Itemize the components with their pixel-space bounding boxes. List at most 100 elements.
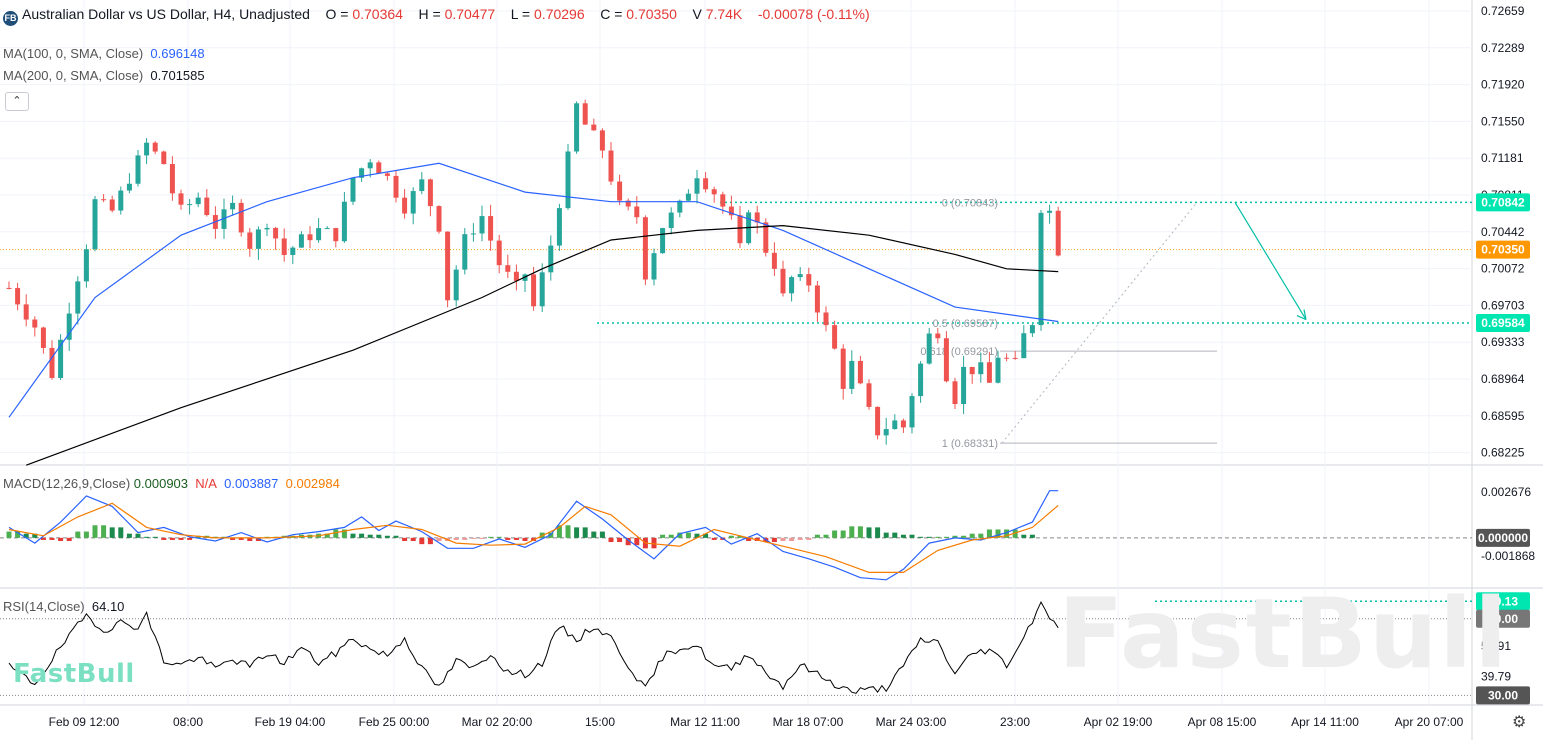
candle-body[interactable] — [840, 348, 846, 389]
candle-body[interactable] — [290, 247, 296, 256]
candle-body[interactable] — [144, 142, 150, 156]
candle-body[interactable] — [952, 381, 958, 405]
candle-body[interactable] — [1038, 212, 1044, 326]
candle-body[interactable] — [281, 238, 287, 256]
candle-body[interactable] — [462, 234, 468, 270]
candle-body[interactable] — [599, 130, 605, 151]
candle-body[interactable] — [978, 362, 984, 375]
candle-body[interactable] — [900, 420, 906, 428]
rsi-pane[interactable] — [0, 600, 1472, 696]
ma100-line[interactable] — [8, 162, 1059, 418]
candle-body[interactable] — [66, 313, 72, 340]
candle-body[interactable] — [230, 202, 236, 210]
candle-body[interactable] — [1029, 325, 1035, 334]
candle-body[interactable] — [479, 216, 485, 234]
candle-body[interactable] — [892, 420, 898, 430]
candle-body[interactable] — [6, 287, 12, 289]
candle-body[interactable] — [574, 103, 580, 152]
gear-icon[interactable]: ⚙ — [1512, 714, 1527, 731]
price-axis[interactable]: 0.72659 0.72289 0.71920 0.71550 0.71181 0.708… — [49, 4, 1536, 729]
candle-body[interactable] — [135, 155, 141, 184]
macd-signal-line[interactable] — [8, 502, 1059, 573]
candle-body[interactable] — [109, 199, 115, 211]
collapse-legend-button[interactable]: ⌃ — [5, 92, 29, 111]
candle-body[interactable] — [625, 200, 631, 207]
candle-body[interactable] — [238, 202, 244, 233]
candle-body[interactable] — [402, 197, 408, 214]
candle-body[interactable] — [187, 204, 193, 206]
candle-body[interactable] — [445, 231, 451, 301]
candle-body[interactable] — [118, 190, 124, 211]
candle-body[interactable] — [1021, 333, 1027, 359]
ma100-legend[interactable]: MA(100, 0, SMA, Close) 0.696148 — [3, 46, 205, 61]
candle-body[interactable] — [255, 229, 261, 249]
candle-body[interactable] — [754, 212, 760, 223]
candle-body[interactable] — [204, 197, 210, 216]
candle-body[interactable] — [771, 252, 777, 269]
candle-body[interactable] — [961, 366, 967, 405]
candle-body[interactable] — [660, 228, 666, 254]
candle-body[interactable] — [556, 208, 562, 246]
ma200-legend[interactable]: MA(200, 0, SMA, Close) 0.701585 — [3, 68, 205, 83]
candle-body[interactable] — [720, 194, 726, 207]
candle-body[interactable] — [797, 274, 803, 278]
candle-body[interactable] — [75, 281, 81, 314]
candle-body[interactable] — [505, 265, 511, 272]
candle-body[interactable] — [316, 228, 322, 241]
candle-body[interactable] — [126, 183, 132, 191]
candle-body[interactable] — [832, 325, 838, 349]
candle-body[interactable] — [152, 142, 158, 152]
candle-body[interactable] — [410, 191, 416, 214]
candle-body[interactable] — [591, 124, 597, 131]
candle-body[interactable] — [866, 383, 872, 407]
candle-body[interactable] — [496, 240, 502, 266]
candle-body[interactable] — [548, 245, 554, 273]
candle-body[interactable] — [488, 216, 494, 241]
candle-body[interactable] — [668, 212, 674, 229]
candle-body[interactable] — [470, 233, 476, 235]
candle-body[interactable] — [195, 197, 201, 205]
candle-body[interactable] — [161, 151, 167, 165]
candle-body[interactable] — [617, 181, 623, 201]
candle-body[interactable] — [40, 327, 46, 348]
macd-pane[interactable] — [0, 490, 1472, 581]
candle-body[interactable] — [539, 272, 545, 307]
candle-body[interactable] — [453, 269, 459, 301]
candle-body[interactable] — [969, 366, 975, 375]
candle-body[interactable] — [221, 209, 227, 229]
candle-body[interactable] — [608, 150, 614, 182]
candle-body[interactable] — [359, 168, 365, 178]
candle-body[interactable] — [986, 362, 992, 383]
candle-body[interactable] — [393, 175, 399, 198]
candle-body[interactable] — [23, 304, 29, 320]
candle-body[interactable] — [367, 162, 373, 169]
candle-body[interactable] — [642, 217, 648, 280]
candle-body[interactable] — [92, 199, 98, 250]
candle-body[interactable] — [935, 333, 941, 339]
symbol-title[interactable]: Australian Dollar vs US Dollar, H4, Unad… — [22, 6, 310, 22]
macd-line[interactable] — [8, 490, 1059, 581]
candle-body[interactable] — [875, 406, 881, 436]
candle-body[interactable] — [531, 274, 537, 307]
candle-body[interactable] — [780, 268, 786, 294]
candle-body[interactable] — [634, 206, 640, 218]
candle-body[interactable] — [247, 232, 253, 249]
candle-body[interactable] — [419, 179, 425, 192]
candle-body[interactable] — [823, 312, 829, 326]
macd-legend[interactable]: MACD(12,26,9,Close) 0.000903 N/A 0.00388… — [3, 476, 340, 491]
ma200-line[interactable] — [25, 224, 1059, 466]
candle-body[interactable] — [814, 285, 820, 313]
candle-body[interactable] — [857, 360, 863, 384]
candle-body[interactable] — [737, 215, 743, 244]
candle-body[interactable] — [1047, 210, 1053, 213]
candle-body[interactable] — [32, 319, 38, 328]
candle-body[interactable] — [995, 357, 1001, 383]
candle-body[interactable] — [376, 162, 382, 174]
candle-body[interactable] — [333, 228, 339, 242]
candle-body[interactable] — [58, 339, 64, 378]
candle-body[interactable] — [565, 151, 571, 209]
candle-body[interactable] — [15, 288, 21, 305]
candle-body[interactable] — [264, 227, 270, 230]
candle-body[interactable] — [1012, 357, 1018, 359]
